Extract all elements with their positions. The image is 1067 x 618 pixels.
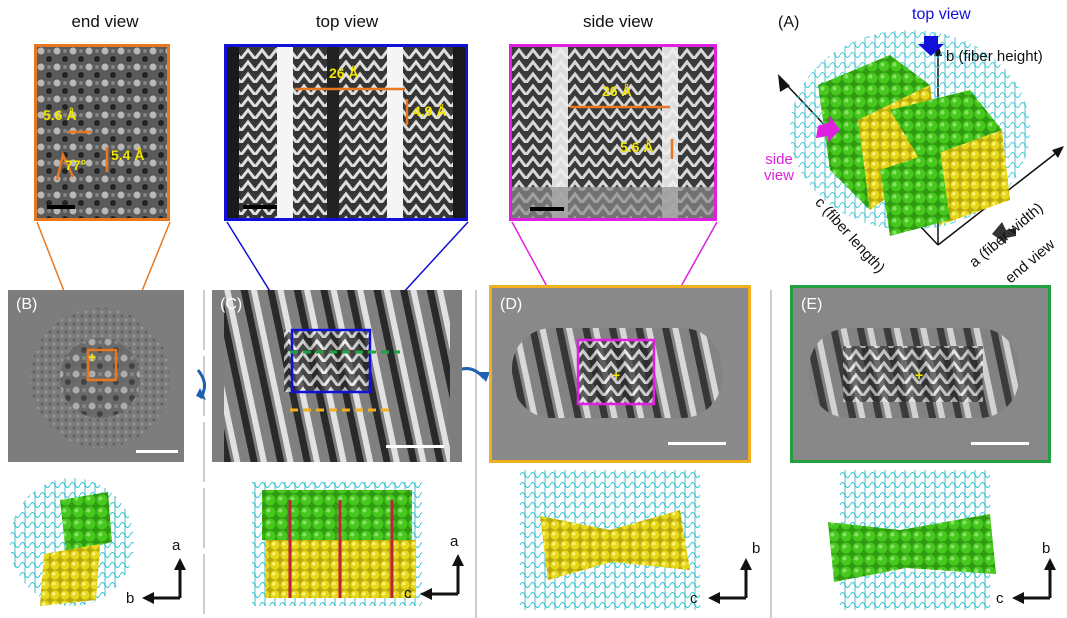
side-view-arrow-label: side view [764, 151, 795, 184]
side-view-image [512, 47, 714, 218]
svg-text:+: + [612, 367, 620, 383]
panel-e-label: (E) [801, 296, 823, 313]
side-view-title: side view [583, 12, 653, 31]
end-height-label: 5.4 Å [111, 147, 145, 163]
model-c [252, 482, 422, 606]
panel-a-model [778, 30, 1064, 246]
end-angle-label: 77° [65, 157, 87, 173]
panel-c: (C) [212, 290, 462, 462]
panel-a: (A) top view b (fiber height) side view … [764, 0, 1067, 287]
end-view-image [37, 47, 167, 218]
model-e [828, 470, 996, 610]
side-height-label: 5.6 Å [620, 139, 654, 155]
side-width-label: 26 Å [602, 83, 632, 99]
panel-d-image: + [492, 288, 748, 460]
panel-e: + (E) [790, 285, 1051, 463]
axis-d-left: c [690, 590, 698, 607]
top-view-zoom: 26 Å 4.9 Å [224, 44, 468, 221]
top-view-image [227, 47, 465, 218]
svg-text:+: + [915, 367, 923, 383]
axis-b-left: b [126, 590, 135, 607]
panel-d-label: (D) [500, 296, 523, 313]
top-height-label: 4.9 Å [413, 103, 447, 119]
top-view-arrow-label: top view [912, 6, 971, 23]
end-view-title: end view [71, 12, 139, 31]
side-view-zoom: 26 Å 5.6 Å [509, 44, 717, 221]
panel-b-image: + [8, 290, 184, 462]
panel-e-image: + [793, 288, 1048, 460]
panel-a-label: (A) [778, 14, 800, 31]
axis-b-label: b (fiber height) [946, 48, 1043, 65]
end-view-zoom: 5.6 Å 77° 5.4 Å [34, 44, 170, 221]
model-d [520, 470, 700, 610]
model-b [10, 478, 134, 606]
panel-d: + (D) [489, 285, 751, 463]
panel-b-label: (B) [16, 296, 38, 313]
svg-text:+: + [88, 349, 96, 365]
axis-c-up: a [450, 533, 459, 550]
panel-c-label: (C) [220, 296, 243, 313]
panel-c-image [212, 290, 462, 462]
end-width-label: 5.6 Å [43, 107, 77, 123]
axis-d-up: b [752, 540, 761, 557]
axis-e-up: b [1042, 540, 1051, 557]
axis-e-left: c [996, 590, 1004, 607]
top-view-title: top view [315, 12, 379, 31]
axis-b-up: a [172, 537, 181, 554]
axis-c-left: c [404, 585, 412, 602]
top-width-label: 26 Å [329, 65, 359, 81]
bottom-models [10, 470, 1056, 610]
panel-b: + (B) [8, 290, 184, 462]
